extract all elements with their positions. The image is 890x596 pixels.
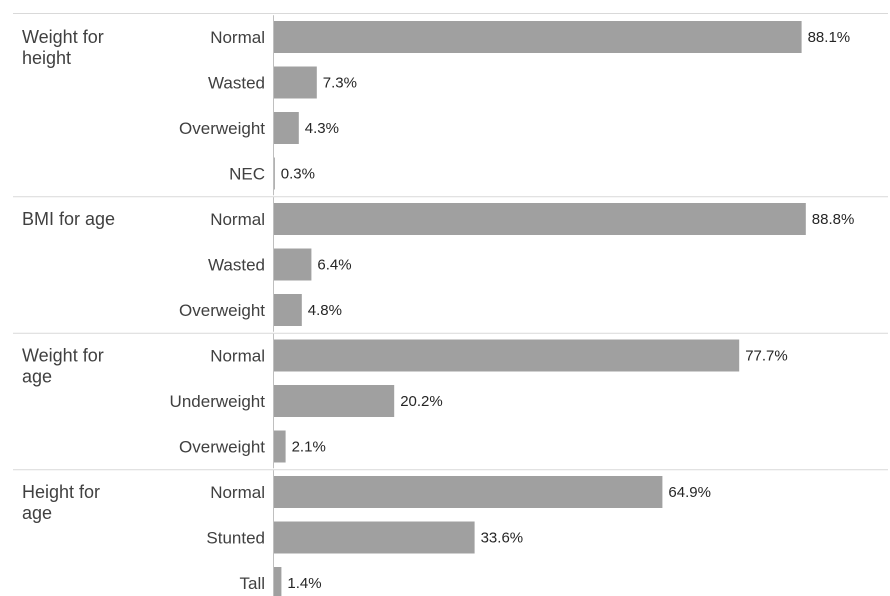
category-label: Overweight [179,301,265,320]
category-label: Normal [210,210,265,229]
category-label: Wasted [208,256,265,275]
data-label: 4.3% [305,120,339,137]
data-label: 4.8% [308,302,342,319]
category-label: Tall [239,574,265,593]
data-label: 2.1% [292,439,326,456]
category-label: Overweight [179,438,265,457]
bar [273,567,282,596]
bar [273,248,312,281]
category-label: NEC [229,165,265,184]
group-label: age [22,503,52,523]
category-label: Stunted [206,529,265,548]
category-label: Normal [210,347,265,366]
data-label: 20.2% [400,393,443,410]
group-label: Height for [22,482,100,502]
bar [273,339,740,372]
category-label: Underweight [170,392,266,411]
bar [273,430,286,463]
bar [273,203,806,235]
bar [273,385,395,417]
data-label: 0.3% [281,166,315,183]
group-label: Weight for [22,346,104,366]
group-label: height [22,48,71,68]
data-label: 88.8% [812,211,855,228]
category-label: Wasted [208,74,265,93]
bar [273,521,475,554]
data-label: 7.3% [323,75,357,92]
group-label: Weight for [22,27,104,47]
data-label: 1.4% [287,575,321,592]
category-label: Normal [210,483,265,502]
category-label: Overweight [179,119,265,138]
bar [273,66,317,99]
data-label: 33.6% [481,530,524,547]
data-label: 88.1% [808,29,851,46]
data-label: 6.4% [317,257,351,274]
data-label: 64.9% [668,484,711,501]
bar [273,21,802,53]
bar [273,476,663,508]
data-label: 77.7% [745,348,788,365]
group-label: BMI for age [22,209,115,229]
group-label: age [22,367,52,387]
bar [273,294,302,326]
bar [273,112,299,144]
category-label: Normal [210,28,265,47]
